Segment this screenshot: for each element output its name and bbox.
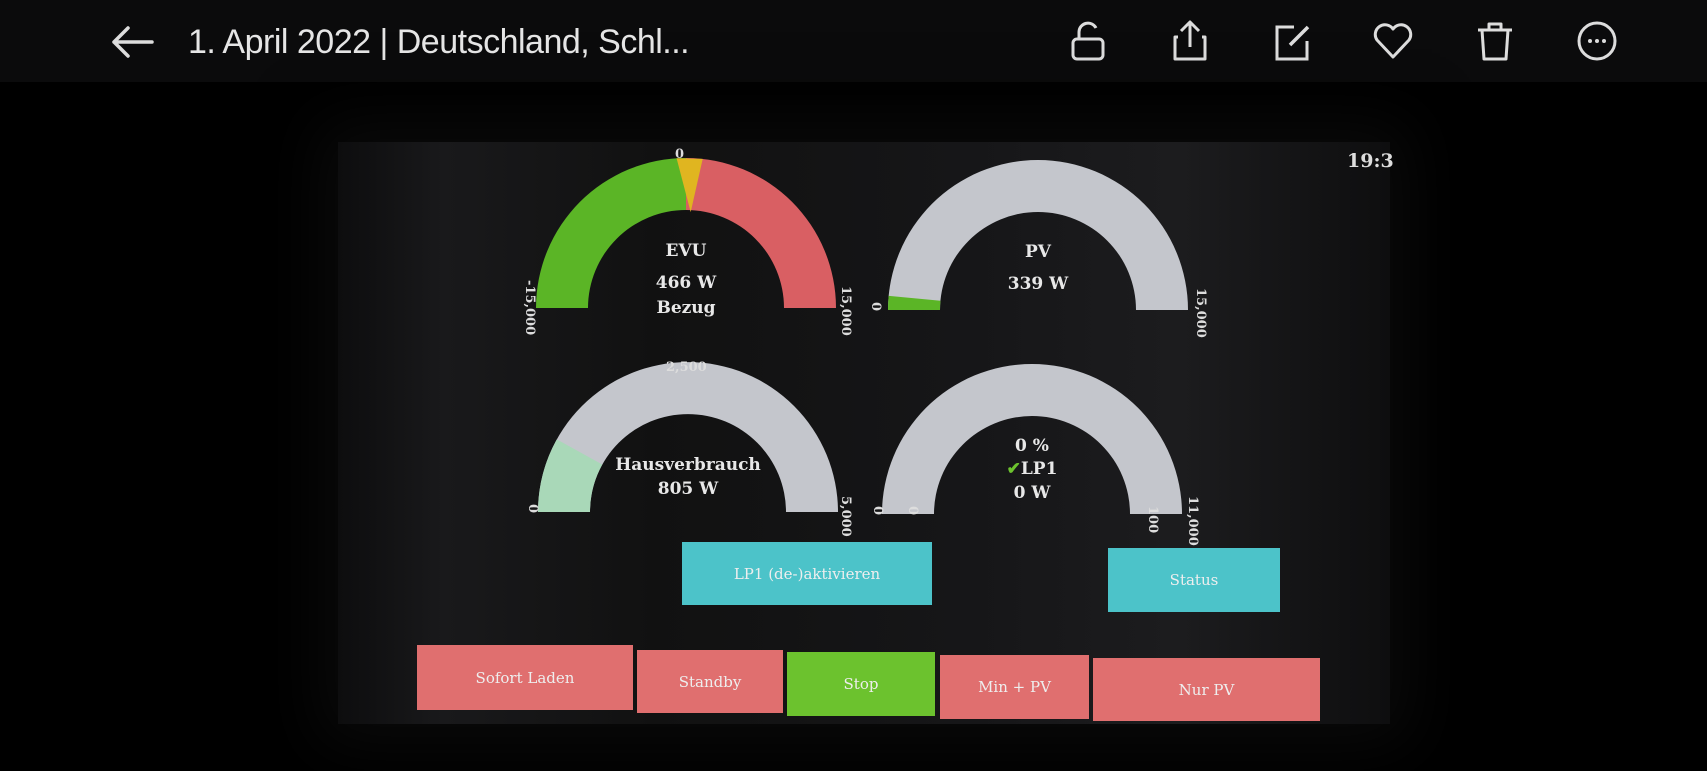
lp1-name: LP1 (1020, 459, 1058, 479)
share-icon[interactable] (1168, 19, 1212, 63)
lp1-percent: 0 % (1015, 436, 1049, 456)
status-button[interactable]: Status (1108, 548, 1280, 612)
evu-value: 466 W (655, 273, 717, 293)
mode-min-pv-button[interactable]: Min + PV (940, 655, 1089, 719)
lp1-max-label: 11,000 (1185, 496, 1200, 546)
photo-viewer-top-bar: 1. April 2022 | Deutschland, Schl... (0, 0, 1707, 82)
evu-min-label: -15,000 (522, 280, 537, 336)
lp1-inner-max-label: 100 (1145, 506, 1160, 534)
unlock-icon[interactable] (1066, 19, 1110, 63)
lp1-min-label: 0 (870, 506, 885, 516)
pv-value: 339 W (1007, 274, 1069, 294)
lp1-toggle-button[interactable]: LP1 (de-)aktivieren (682, 542, 932, 605)
edit-icon[interactable] (1270, 19, 1314, 63)
lp1-inner-min-label: 0 (905, 506, 920, 516)
evu-title: EVU (665, 241, 707, 261)
house-track (538, 362, 838, 512)
back-arrow-icon[interactable] (108, 20, 156, 64)
house-max-label: 5,000 (838, 496, 853, 537)
heart-icon[interactable] (1371, 19, 1415, 63)
wallbox-display (338, 142, 1390, 724)
evu-import-zone (686, 158, 836, 308)
mode-sofort-laden-button[interactable]: Sofort Laden (417, 645, 633, 710)
pv-title: PV (1025, 242, 1051, 262)
house-top-label: 2,500 (666, 360, 707, 375)
photo-title: 1. April 2022 | Deutschland, Schl... (188, 23, 690, 61)
evu-needle (676, 158, 703, 213)
clock: 19:3 (1347, 150, 1394, 172)
mode-standby-button[interactable]: Standby (637, 650, 783, 713)
evu-max-label: 15,000 (838, 286, 853, 336)
pv-track (888, 160, 1188, 310)
lp1-power: 0 W (1013, 483, 1051, 503)
more-icon[interactable] (1575, 19, 1619, 63)
lp1-title: ✔LP1 (1007, 459, 1058, 479)
house-value: 805 W (657, 479, 719, 499)
check-icon: ✔ (1006, 459, 1021, 479)
lp1-track (882, 364, 1182, 514)
pv-max-label: 15,000 (1193, 288, 1208, 338)
trash-icon[interactable] (1473, 19, 1517, 63)
house-fill (538, 439, 603, 512)
evu-export-zone (536, 158, 686, 308)
evu-direction: Bezug (656, 298, 716, 318)
mode-stop-button[interactable]: Stop (787, 652, 935, 716)
mode-nur-pv-button[interactable]: Nur PV (1093, 658, 1320, 721)
evu-top-label: 0 (675, 147, 685, 162)
pv-fill (888, 295, 941, 310)
house-min-label: 0 (525, 504, 540, 514)
pv-min-label: 0 (868, 302, 883, 312)
house-title: Hausverbrauch (615, 455, 761, 475)
